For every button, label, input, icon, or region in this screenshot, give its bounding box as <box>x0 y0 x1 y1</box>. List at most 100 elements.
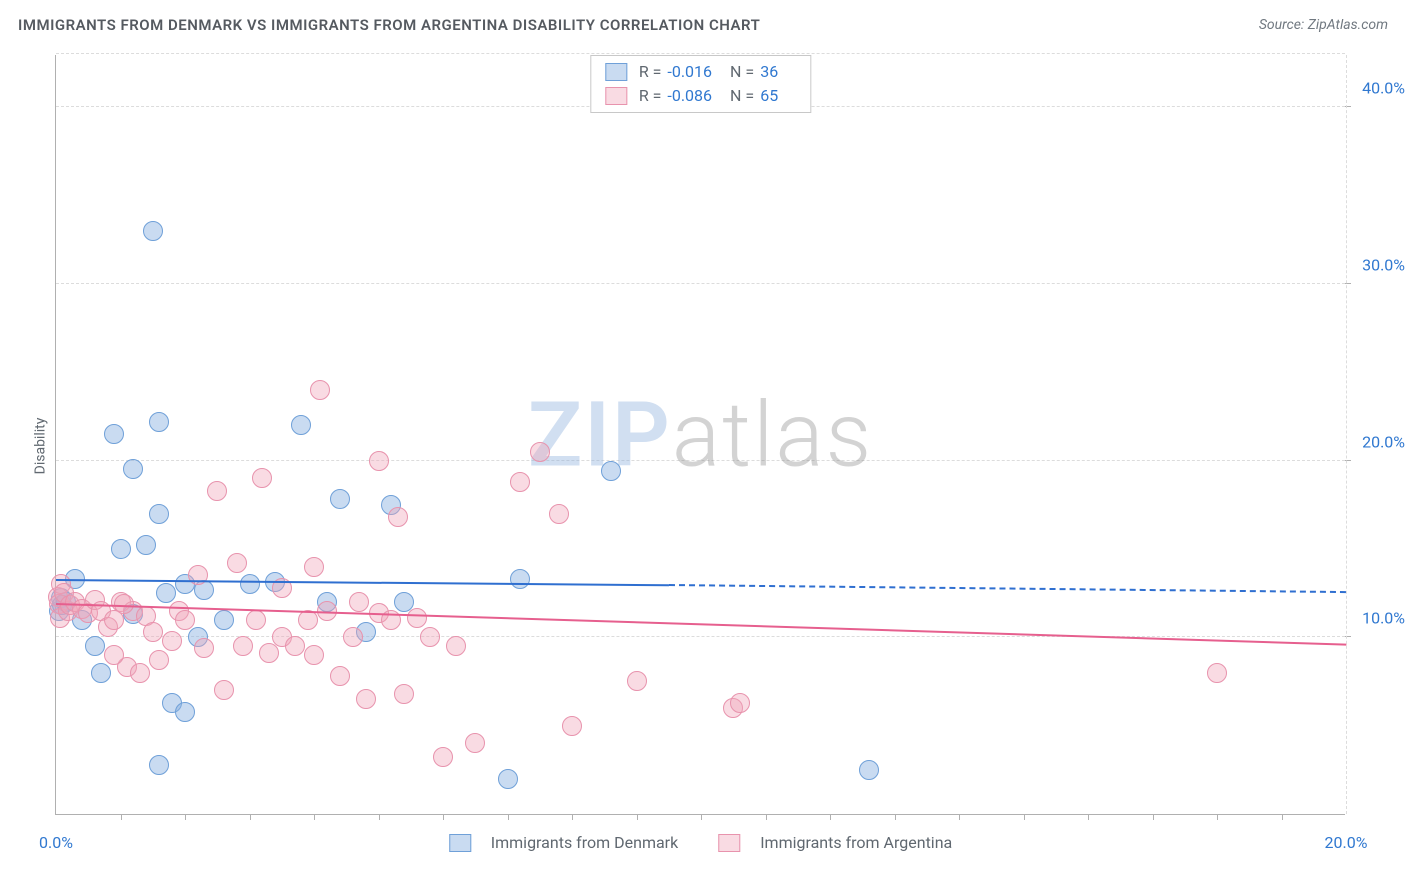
trend-line <box>669 584 1346 593</box>
data-point-argentina <box>420 627 440 647</box>
gridline-h <box>56 283 1345 284</box>
data-point-argentina <box>446 636 466 656</box>
swatch-denmark <box>449 834 471 852</box>
legend-item-denmark: Immigrants from Denmark <box>449 833 678 852</box>
data-point-argentina <box>530 442 550 462</box>
data-point-argentina <box>310 380 330 400</box>
data-point-argentina <box>175 610 195 630</box>
data-point-argentina <box>388 507 408 527</box>
data-point-denmark <box>149 412 169 432</box>
x-tick <box>959 814 960 820</box>
data-point-argentina <box>304 557 324 577</box>
data-point-denmark <box>240 574 260 594</box>
x-tick <box>379 814 380 820</box>
data-point-argentina <box>433 747 453 767</box>
y-tick-label: 10.0% <box>1362 609 1405 628</box>
y-tick-label: 30.0% <box>1362 255 1405 274</box>
x-tick-label: 20.0% <box>1325 833 1368 852</box>
gridline-h <box>56 460 1345 461</box>
data-point-argentina <box>510 472 530 492</box>
data-point-denmark <box>510 569 530 589</box>
data-point-argentina <box>246 610 266 630</box>
trend-line <box>56 579 669 586</box>
data-point-denmark <box>859 760 879 780</box>
x-tick <box>185 814 186 820</box>
legend-item-argentina: Immigrants from Argentina <box>718 833 952 852</box>
data-point-argentina <box>730 693 750 713</box>
data-point-argentina <box>1207 663 1227 683</box>
x-tick <box>895 814 896 820</box>
data-point-denmark <box>330 489 350 509</box>
x-tick <box>637 814 638 820</box>
data-point-argentina <box>104 645 124 665</box>
data-point-denmark <box>291 415 311 435</box>
data-point-argentina <box>394 684 414 704</box>
y-tick-label: 20.0% <box>1362 432 1405 451</box>
watermark-atlas: atlas <box>672 382 873 487</box>
data-point-argentina <box>227 553 247 573</box>
n-label: N = <box>730 60 754 84</box>
r-value-argentina: -0.086 <box>667 84 712 108</box>
legend-label-denmark: Immigrants from Denmark <box>491 833 678 852</box>
x-tick <box>572 814 573 820</box>
data-point-denmark <box>149 755 169 775</box>
n-value-denmark: 36 <box>760 60 778 84</box>
chart-source: Source: ZipAtlas.com <box>1259 17 1388 33</box>
data-point-denmark <box>91 663 111 683</box>
swatch-argentina <box>718 834 740 852</box>
r-value-denmark: -0.016 <box>667 60 712 84</box>
chart-header: IMMIGRANTS FROM DENMARK VS IMMIGRANTS FR… <box>0 0 1406 40</box>
data-point-argentina <box>627 671 647 691</box>
x-tick <box>314 814 315 820</box>
data-point-argentina <box>304 645 324 665</box>
data-point-denmark <box>149 504 169 524</box>
data-point-denmark <box>143 221 163 241</box>
correlation-legend: R = -0.016 N = 36 R = -0.086 N = 65 <box>590 55 811 113</box>
chart-title: IMMIGRANTS FROM DENMARK VS IMMIGRANTS FR… <box>18 16 760 34</box>
data-point-argentina <box>407 608 427 628</box>
data-point-argentina <box>369 451 389 471</box>
data-point-denmark <box>498 769 518 789</box>
data-point-argentina <box>162 631 182 651</box>
gridline-h <box>56 53 1345 54</box>
data-point-denmark <box>111 539 131 559</box>
data-point-denmark <box>601 461 621 481</box>
x-tick <box>1153 814 1154 820</box>
x-tick <box>250 814 251 820</box>
x-tick <box>1282 814 1283 820</box>
data-point-denmark <box>123 459 143 479</box>
data-point-argentina <box>349 592 369 612</box>
gridline-v <box>1346 55 1347 814</box>
data-point-argentina <box>214 680 234 700</box>
swatch-argentina <box>605 87 627 105</box>
x-tick <box>1024 814 1025 820</box>
data-point-argentina <box>285 636 305 656</box>
data-point-argentina <box>343 627 363 647</box>
data-point-argentina <box>130 663 150 683</box>
data-point-denmark <box>85 636 105 656</box>
x-tick <box>830 814 831 820</box>
x-tick <box>121 814 122 820</box>
x-tick <box>443 814 444 820</box>
data-point-argentina <box>549 504 569 524</box>
series-legend: Immigrants from Denmark Immigrants from … <box>449 833 952 852</box>
data-point-argentina <box>252 468 272 488</box>
x-tick <box>508 814 509 820</box>
data-point-denmark <box>136 535 156 555</box>
n-value-argentina: 65 <box>760 84 778 108</box>
data-point-argentina <box>188 565 208 585</box>
data-point-argentina <box>562 716 582 736</box>
y-axis-label: Disability <box>32 418 48 475</box>
x-tick <box>701 814 702 820</box>
data-point-argentina <box>259 643 279 663</box>
data-point-argentina <box>143 622 163 642</box>
r-label: R = <box>639 60 662 84</box>
data-point-argentina <box>149 650 169 670</box>
swatch-denmark <box>605 63 627 81</box>
data-point-denmark <box>156 583 176 603</box>
legend-label-argentina: Immigrants from Argentina <box>760 833 952 852</box>
data-point-argentina <box>194 638 214 658</box>
data-point-denmark <box>104 424 124 444</box>
data-point-denmark <box>214 610 234 630</box>
scatter-chart: ZIPatlas R = -0.016 N = 36 R = -0.086 N … <box>55 55 1345 815</box>
